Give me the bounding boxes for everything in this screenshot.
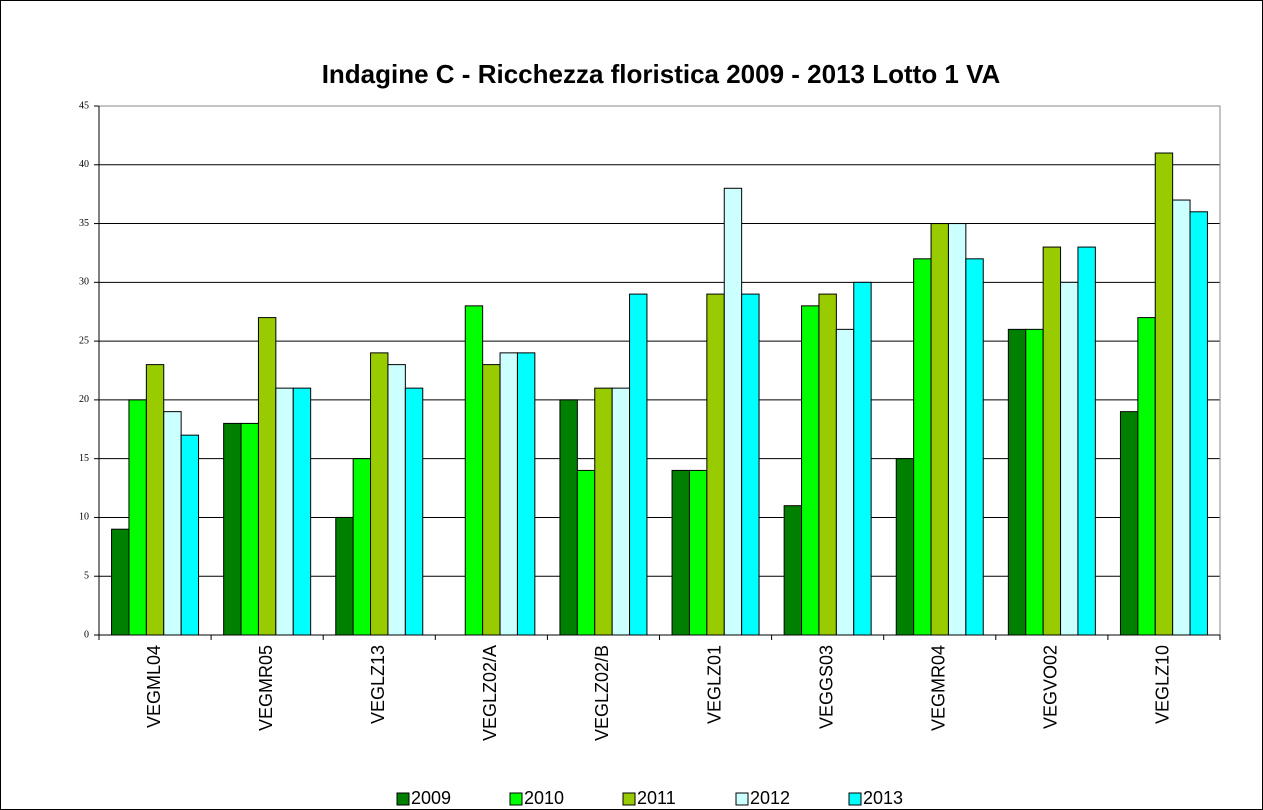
legend-label: 2013: [863, 788, 903, 808]
bar: [464, 305, 484, 636]
bar: [1077, 246, 1096, 636]
bar: [741, 293, 760, 636]
legend-swatch: [735, 792, 749, 806]
bar: [559, 399, 578, 636]
bar: [111, 528, 130, 636]
bar: [352, 458, 372, 636]
chart-title: Indagine C - Ricchezza floristica 2009 -…: [322, 59, 1001, 89]
bar: [1189, 211, 1208, 636]
bar: [947, 223, 967, 636]
legend-label: 2011: [637, 788, 676, 808]
bar: [576, 469, 596, 636]
legend-label: 2009: [411, 788, 451, 808]
legend-label: 2012: [750, 788, 790, 808]
bar: [1119, 411, 1139, 636]
x-tick-label: VEGML04: [144, 645, 164, 728]
y-tick-label: 15: [79, 453, 89, 464]
bar: [895, 458, 915, 636]
bar: [404, 387, 424, 636]
bar: [723, 187, 743, 636]
y-tick-label: 0: [84, 629, 89, 640]
bar: [163, 411, 182, 636]
x-tick-label: VEGLZ10: [1153, 645, 1173, 724]
bar: [335, 516, 354, 636]
legend-swatch: [848, 792, 862, 806]
x-tick-label: VEGMR04: [929, 645, 949, 731]
y-tick-label: 5: [84, 571, 89, 582]
bar: [482, 364, 501, 636]
x-tick-label: VEGGS03: [816, 645, 836, 729]
bar: [930, 223, 949, 636]
y-tick-label: 30: [79, 277, 89, 288]
y-tick-label: 35: [79, 218, 89, 229]
legend-swatch: [622, 792, 636, 806]
bar: [1042, 246, 1062, 636]
bar: [292, 387, 312, 636]
bar: [818, 293, 837, 636]
bar: [671, 469, 690, 636]
x-tick-label: VEGLZ02/B: [592, 645, 612, 741]
bar: [594, 387, 613, 636]
bar: [1060, 281, 1079, 636]
bar: [499, 352, 518, 636]
bar: [801, 305, 820, 636]
bar: [180, 434, 200, 636]
y-tick-label: 40: [79, 159, 89, 170]
y-tick-label: 25: [79, 335, 89, 346]
x-tick-label: VEGLZ01: [704, 645, 724, 724]
bar: [223, 422, 242, 636]
legend-swatch: [509, 792, 523, 806]
bar: [853, 281, 872, 636]
bar: [240, 422, 259, 636]
bar: [1007, 328, 1027, 636]
y-tick-label: 45: [79, 100, 89, 111]
bar: [913, 258, 932, 636]
bar: [1172, 199, 1191, 636]
bar: [965, 258, 984, 636]
bar: [128, 399, 147, 636]
bar: [706, 293, 725, 636]
y-tick-label: 10: [79, 512, 89, 523]
legend-label: 2010: [524, 788, 564, 808]
bar: [387, 364, 406, 636]
bar: [1137, 317, 1156, 636]
bar: [611, 387, 631, 636]
bar: [1154, 152, 1174, 636]
x-tick-label: VEGLZ13: [368, 645, 388, 724]
bar: [629, 293, 648, 636]
bar: [688, 469, 708, 636]
legend-swatch: [396, 792, 410, 806]
bar: [516, 352, 536, 636]
bar: [257, 317, 277, 636]
x-tick-label: VEGVO02: [1041, 645, 1061, 729]
bar: [275, 387, 294, 636]
y-tick-label: 20: [79, 394, 89, 405]
bar: [1025, 328, 1044, 636]
bar: [835, 328, 855, 636]
bar: [370, 352, 389, 636]
bar: [783, 505, 803, 636]
x-tick-label: VEGLZ02/A: [480, 645, 500, 741]
bar: [145, 364, 165, 636]
x-tick-label: VEGMR05: [256, 645, 276, 731]
